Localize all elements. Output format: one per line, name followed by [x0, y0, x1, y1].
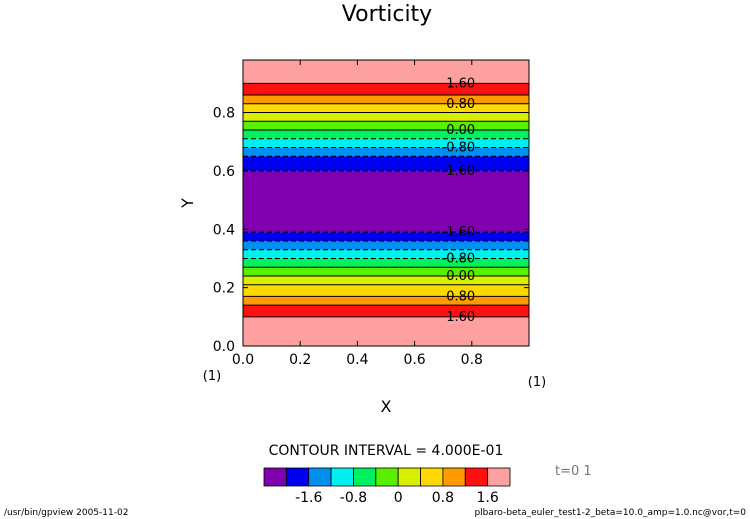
colorbar-swatch-3 — [330, 467, 354, 487]
x-tick-label-1: 0.2 — [289, 352, 311, 368]
colorbar-label-0: -1.6 — [295, 490, 322, 506]
contour-label-0: 1.60 — [446, 76, 475, 91]
colorbar-label-4: 1.6 — [477, 490, 499, 506]
y-tick-label-3: 0.6 — [213, 164, 235, 180]
y-tick-label-2: 0.4 — [213, 222, 235, 238]
colorbar-swatch-1 — [285, 467, 310, 487]
contour-band-12 — [243, 147, 529, 157]
contour-band-14 — [243, 130, 529, 139]
contour-band-17 — [243, 103, 529, 113]
colorbar-swatch-10 — [487, 467, 511, 487]
x-axis-index-right: (1) — [528, 375, 546, 390]
colorbar-swatch-6 — [397, 467, 421, 487]
colorbar-swatch-2 — [308, 467, 332, 487]
contour-label-8: 0.80 — [446, 289, 475, 304]
contour-band-15 — [243, 121, 529, 131]
contour-band-1 — [243, 305, 529, 317]
contour-band-7 — [243, 249, 529, 259]
footer-right-text: plbaro-beta_euler_test1-2_beta=10.0_amp=… — [474, 508, 746, 518]
contour-band-16 — [243, 112, 529, 122]
contour-band-20 — [243, 60, 529, 84]
colorbar-labels: -1.6 -0.8 0 0.8 1.6 — [295, 490, 499, 506]
colorbar-swatch-9 — [464, 467, 489, 487]
colorbar — [263, 467, 511, 487]
time-label: t=0 1 — [555, 464, 592, 479]
y-axis-label: Y — [178, 198, 197, 209]
contour-band-5 — [243, 267, 529, 276]
y-tick-label-1: 0.2 — [213, 281, 235, 297]
x-axis-index-left: (1) — [203, 369, 221, 384]
contour-label-5: -1.60 — [442, 225, 476, 240]
contour-band-9 — [243, 232, 529, 241]
contour-interval-text: CONTOUR INTERVAL = 4.000E-01 — [269, 443, 504, 459]
contour-band-4 — [243, 275, 529, 285]
contour-label-6: -0.80 — [442, 251, 476, 266]
contour-band-8 — [243, 240, 529, 250]
contour-band-13 — [243, 138, 529, 148]
contour-labels: 1.60 0.80 0.00 -0.80 -1.60 -1.60 -0.80 0.00 0.80… — [442, 76, 476, 324]
colorbar-swatch-5 — [375, 467, 399, 487]
colorbar-swatch-0 — [263, 467, 287, 487]
colorbar-swatch-4 — [353, 467, 377, 487]
x-axis-ticks: 0.0 0.2 0.4 0.6 0.8 — [232, 60, 483, 368]
colorbar-swatch-7 — [420, 467, 444, 487]
y-tick-label-4: 0.8 — [213, 106, 235, 122]
contour-band-10 — [243, 170, 529, 233]
y-tick-label-0: 0.0 — [213, 339, 235, 355]
chart-title: Vorticity — [342, 2, 432, 27]
footer-left-text: /usr/bin/gpview 2005-11-02 — [4, 508, 128, 518]
contour-label-4: -1.60 — [442, 164, 476, 179]
contour-fill-bands — [243, 60, 529, 346]
contour-label-2: 0.00 — [446, 123, 475, 138]
colorbar-label-1: -0.8 — [340, 490, 367, 506]
contour-band-3 — [243, 284, 529, 297]
x-tick-label-4: 0.8 — [461, 352, 483, 368]
contour-lines — [243, 82, 529, 318]
contour-band-11 — [243, 156, 529, 171]
y-axis-ticks: 0.0 0.2 0.4 0.6 0.8 — [213, 106, 529, 355]
plot-frame — [242, 59, 530, 347]
x-tick-label-0: 0.0 — [232, 352, 254, 368]
colorbar-swatch-8 — [442, 467, 466, 487]
contour-band-6 — [243, 258, 529, 268]
contour-band-18 — [243, 95, 529, 104]
colorbar-label-3: 0.8 — [432, 490, 454, 506]
contour-label-1: 0.80 — [446, 97, 475, 112]
x-tick-label-3: 0.6 — [403, 352, 425, 368]
colorbar-label-2: 0 — [394, 490, 403, 506]
x-tick-label-2: 0.4 — [346, 352, 368, 368]
contour-label-3: -0.80 — [442, 141, 476, 156]
contour-label-9: 1.60 — [446, 310, 475, 325]
contour-band-0 — [243, 316, 529, 346]
x-axis-label: X — [381, 397, 392, 416]
contour-label-7: 0.00 — [446, 269, 475, 284]
contour-band-2 — [243, 296, 529, 306]
contour-band-19 — [243, 83, 529, 96]
